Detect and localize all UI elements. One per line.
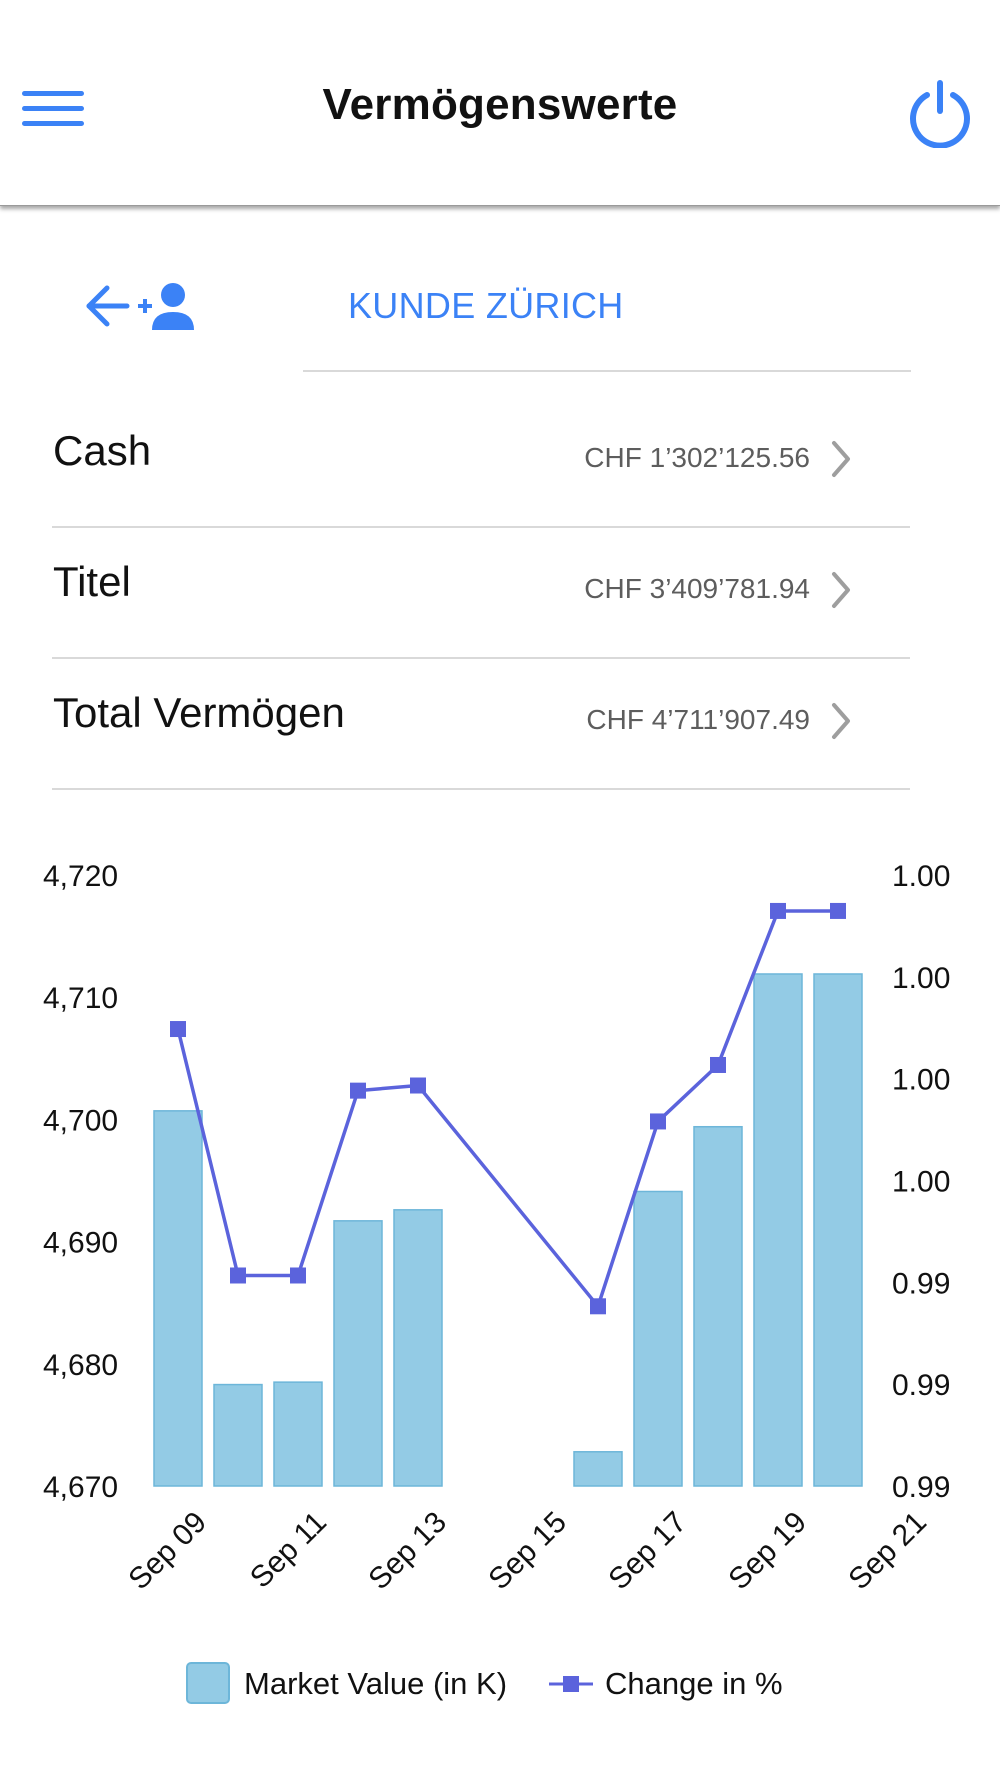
legend-label: Change in % (605, 1666, 783, 1701)
power-icon[interactable] (905, 78, 975, 149)
change-point (170, 1021, 186, 1038)
page-title: Vermögenswerte (322, 80, 678, 129)
change-point (410, 1077, 426, 1094)
y-right-tick-label: 0.99 (892, 1369, 950, 1402)
change-line (176, 909, 838, 1309)
x-tick-label: Sep 13 (362, 1506, 453, 1597)
change-point (650, 1113, 666, 1130)
y-left-tick-label: 4,710 (43, 982, 118, 1015)
change-point (770, 902, 786, 919)
legend-item-change[interactable]: Change in % (547, 1660, 797, 1710)
chart-bar (153, 1110, 203, 1487)
chart-bar (693, 1125, 743, 1487)
y-right-tick-label: 1.00 (892, 860, 950, 893)
chart-bar (813, 973, 863, 1487)
legend-label: Market Value (in K) (244, 1666, 508, 1701)
change-point (290, 1267, 306, 1284)
x-tick-label: Sep 21 (842, 1506, 933, 1597)
legend-swatch-line (549, 1676, 593, 1692)
account-label: Titel (53, 558, 131, 605)
y-left-tick-label: 4,680 (43, 1349, 118, 1382)
x-tick-label: Sep 19 (722, 1506, 813, 1597)
chart-bar (273, 1381, 323, 1487)
account-value: CHF 3’409’781.94 (584, 573, 810, 604)
x-tick-label: Sep 09 (122, 1506, 213, 1597)
account-value: CHF 1’302’125.56 (584, 442, 810, 473)
account-label: Cash (53, 427, 152, 474)
x-tick-label: Sep 17 (602, 1506, 693, 1597)
chart-bar (573, 1451, 623, 1487)
y-right-tick-label: 0.99 (892, 1471, 950, 1504)
y-left-tick-label: 4,700 (43, 1104, 118, 1137)
change-point (710, 1056, 726, 1073)
chevron-right-icon (832, 703, 850, 739)
account-row-cash[interactable]: Cash CHF 1’302’125.56 (52, 397, 910, 528)
chart-bar (393, 1209, 443, 1487)
x-tick-label: Sep 11 (244, 1506, 333, 1595)
chart-bar (753, 973, 803, 1487)
app-header: Vermögenswerte (0, 0, 1000, 206)
change-point (590, 1298, 606, 1315)
chart-bar (333, 1220, 383, 1487)
y-right-tick-label: 1.00 (892, 962, 950, 995)
y-left-tick-label: 4,670 (43, 1471, 118, 1504)
chart-bar (633, 1190, 683, 1487)
change-point (230, 1267, 246, 1284)
add-user-icon[interactable] (136, 282, 198, 332)
y-left-tick-label: 4,720 (43, 860, 118, 893)
chevron-right-icon (832, 441, 850, 477)
client-underline (303, 370, 911, 372)
account-row-titel[interactable]: Titel CHF 3’409’781.94 (52, 528, 910, 659)
change-point (830, 902, 846, 919)
change-point (350, 1082, 366, 1099)
legend-swatch-bar (186, 1662, 230, 1704)
chevron-right-icon (832, 572, 850, 608)
account-value: CHF 4’711’907.49 (586, 704, 810, 735)
chart-bar (213, 1383, 263, 1487)
account-row-total[interactable]: Total Vermögen CHF 4’711’907.49 (52, 659, 910, 790)
divider (52, 657, 910, 659)
divider (52, 526, 910, 528)
market-value-chart: 4,720 4,710 4,700 4,690 4,680 4,670 1.00 1.00 1.… (43, 860, 950, 1597)
y-right-tick-label: 1.00 (892, 1166, 950, 1199)
client-name[interactable]: KUNDE ZÜRICH (348, 285, 624, 326)
y-right-tick-label: 1.00 (892, 1064, 950, 1097)
divider (52, 788, 910, 790)
arrow-left-icon[interactable] (85, 282, 133, 330)
legend-item-market-value[interactable]: Market Value (in K) (186, 1660, 526, 1710)
account-label: Total Vermögen (53, 689, 345, 736)
x-tick-label: Sep 15 (482, 1506, 573, 1597)
y-right-tick-label: 0.99 (892, 1267, 950, 1300)
y-left-tick-label: 4,690 (43, 1227, 118, 1260)
chart-legend: Market Value (in K) Change in % (0, 1660, 1000, 1710)
hamburger-menu-icon[interactable] (20, 86, 86, 132)
